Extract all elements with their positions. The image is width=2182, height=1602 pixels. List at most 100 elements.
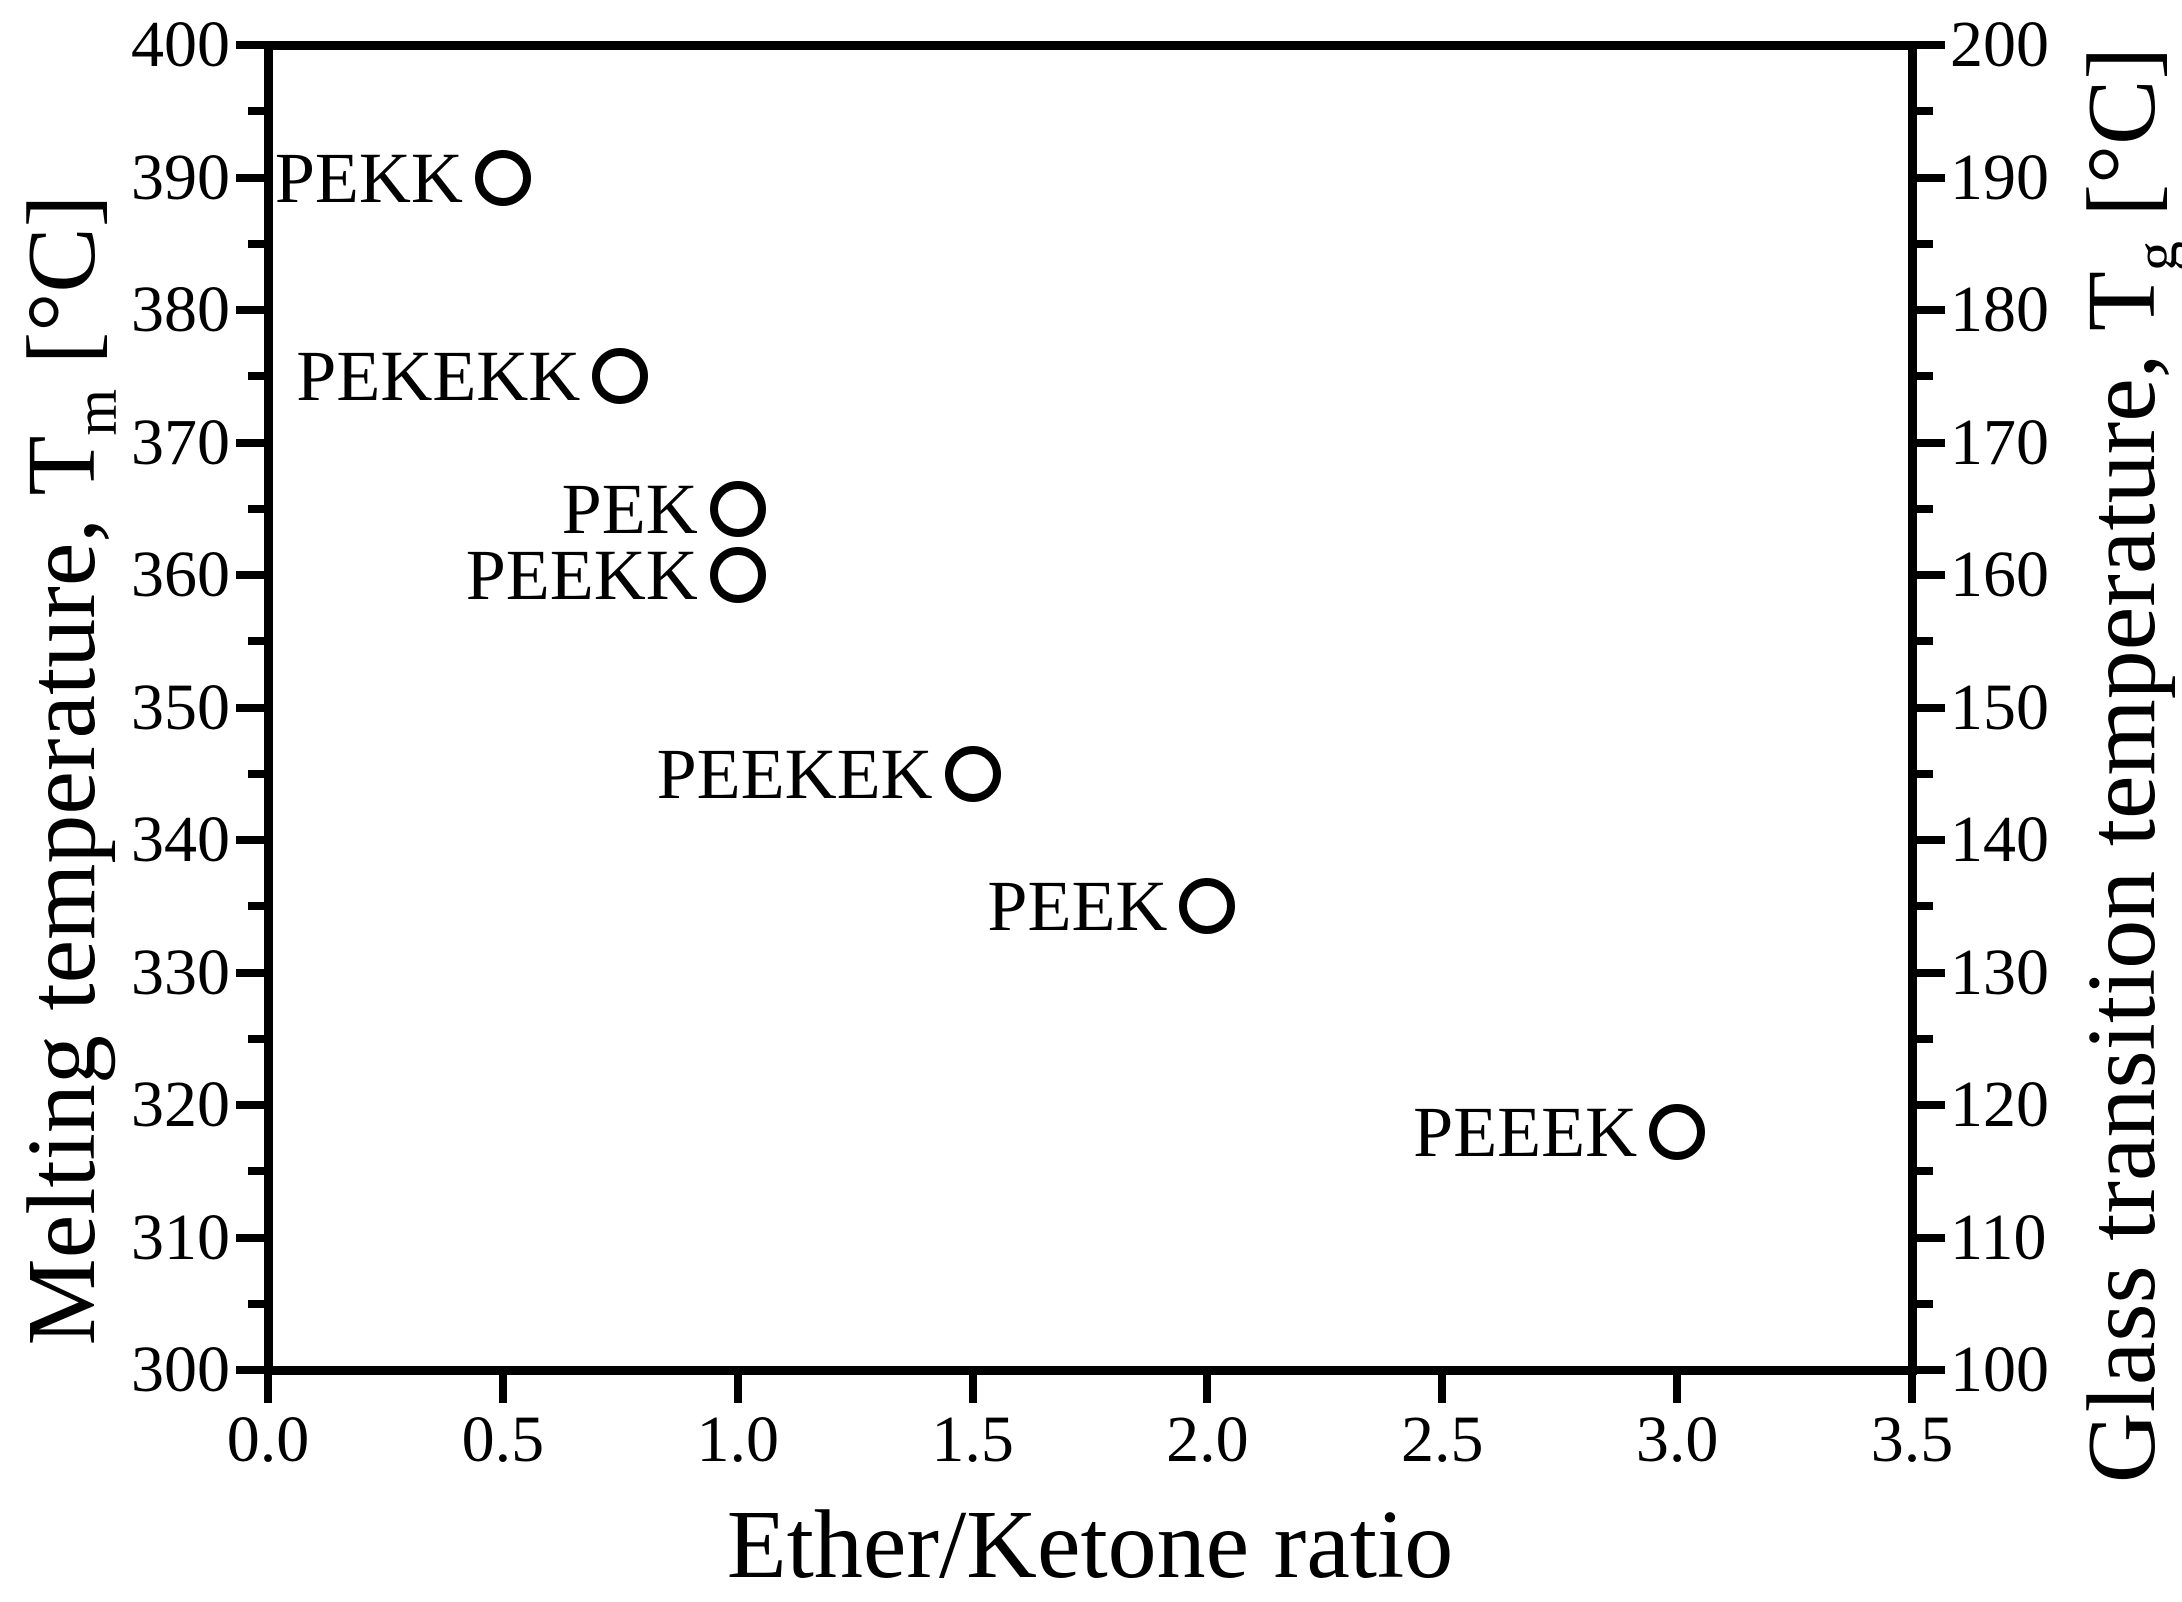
x-tick [1438,1375,1447,1403]
y-right-tick-label: 120 [1950,1068,2049,1141]
y-right-minor-tick [1917,372,1933,381]
y-right-tick [1917,703,1945,712]
y-left-tick-label: 370 [131,405,230,479]
x-tick-label: 1.0 [696,1403,779,1476]
y-right-tick-label: 170 [1950,405,2049,479]
y-left-tick [236,41,264,49]
data-point-label: PEEEK [1413,1091,1638,1172]
y-right-minor-tick [1917,769,1933,778]
y-right-tick [1917,173,1945,182]
y-right-tick-label: 200 [1950,8,2049,81]
y-left-tick-label: 340 [131,803,230,876]
y-left-tick [236,1101,264,1109]
y-right-tick [1917,41,1945,49]
x-tick [1908,1375,1916,1403]
y-left-tick [236,571,264,579]
y-right-tick [1917,1366,1945,1374]
y-right-tick-label: 100 [1950,1333,2049,1406]
y-right-tick-label: 130 [1950,935,2049,1009]
data-point-circle [709,480,766,537]
y-left-tick-label: 330 [131,935,230,1009]
y-right-tick-label: 160 [1950,538,2049,611]
y-right-tick [1917,836,1945,844]
right-y-axis-title: Glass transition temperature, Tg [°C] [2067,0,2182,1587]
y-left-minor-tick [248,1299,264,1308]
y-left-minor-tick [248,1167,264,1176]
left-y-axis-title-subscript: m [63,388,129,436]
y-left-tick [236,173,264,182]
y-right-tick [1917,438,1945,447]
data-point-label: PEKEKK [296,336,581,417]
data-point-label: PEEKK [465,535,698,615]
x-tick [1203,1375,1212,1403]
y-right-minor-tick [1917,504,1933,513]
plot-area [264,41,1917,1375]
y-left-tick [236,438,264,447]
left-y-axis-title-main: Melting temperature, T [8,435,116,1346]
y-left-tick-label: 390 [131,140,230,214]
y-right-tick-label: 190 [1950,140,2049,214]
y-left-minor-tick [248,239,264,248]
x-tick-label: 3.0 [1635,1403,1719,1476]
y-left-tick-label: 300 [131,1333,230,1406]
y-left-minor-tick [248,504,264,513]
y-right-minor-tick [1917,239,1933,248]
x-tick-label: 0.5 [461,1403,545,1476]
x-tick-label: 2.0 [1166,1403,1249,1476]
y-right-tick-label: 140 [1950,803,2049,876]
x-tick-label: 1.5 [931,1403,1014,1476]
y-right-tick [1917,1233,1945,1242]
data-point-circle [1179,878,1236,935]
data-point-circle [592,348,649,405]
right-y-axis-title-main: Glass transition temperature, T [2068,271,2176,1484]
data-point-circle [1649,1103,1706,1160]
left-y-axis-title-unit: [°C] [8,194,116,389]
y-left-tick-label: 320 [131,1068,230,1141]
y-right-minor-tick [1917,902,1933,911]
x-tick [498,1375,507,1403]
y-right-tick [1917,571,1945,579]
y-left-minor-tick [248,769,264,778]
y-left-tick [236,306,264,314]
y-right-minor-tick [1917,1167,1933,1176]
y-left-minor-tick [248,1034,264,1043]
right-y-axis-title-subscript: g [2123,241,2182,271]
y-right-minor-tick [1917,107,1933,116]
y-left-tick-label: 400 [131,8,230,81]
y-right-tick-label: 150 [1950,670,2049,744]
x-tick-label: 2.5 [1401,1403,1484,1476]
y-right-minor-tick [1917,1034,1933,1043]
y-left-tick [236,968,264,977]
data-point-circle [944,745,1001,802]
y-left-minor-tick [248,902,264,911]
y-right-tick [1917,306,1945,314]
data-point-circle [709,547,766,603]
right-y-axis-title-unit: [°C] [2068,46,2176,242]
data-point-label: PEKK [274,137,463,218]
y-left-minor-tick [248,107,264,116]
y-right-tick-label: 110 [1950,1200,2047,1274]
y-left-tick [236,836,264,844]
data-point-circle [474,149,531,206]
y-right-tick [1917,968,1945,977]
x-tick [733,1375,742,1403]
y-left-tick-label: 360 [131,538,230,611]
data-point-label: PEEK [987,866,1168,947]
x-axis-title: Ether/Ketone ratio [268,1490,1912,1600]
y-left-tick-label: 350 [131,670,230,744]
y-right-minor-tick [1917,1299,1933,1308]
x-tick [968,1375,977,1403]
y-left-minor-tick [248,372,264,381]
x-tick [264,1375,272,1403]
y-left-tick [236,1233,264,1242]
x-tick [1673,1375,1682,1403]
y-left-tick-label: 380 [131,273,230,346]
y-right-tick [1917,1101,1945,1109]
x-tick-label: 0.0 [226,1403,310,1476]
y-right-tick-label: 180 [1950,273,2049,346]
left-y-axis-title: Melting temperature, Tm [°C] [7,0,129,1592]
y-left-tick-label: 310 [131,1200,230,1274]
x-axis-title-text: Ether/Ketone ratio [726,1491,1454,1599]
y-left-tick [236,1366,264,1374]
